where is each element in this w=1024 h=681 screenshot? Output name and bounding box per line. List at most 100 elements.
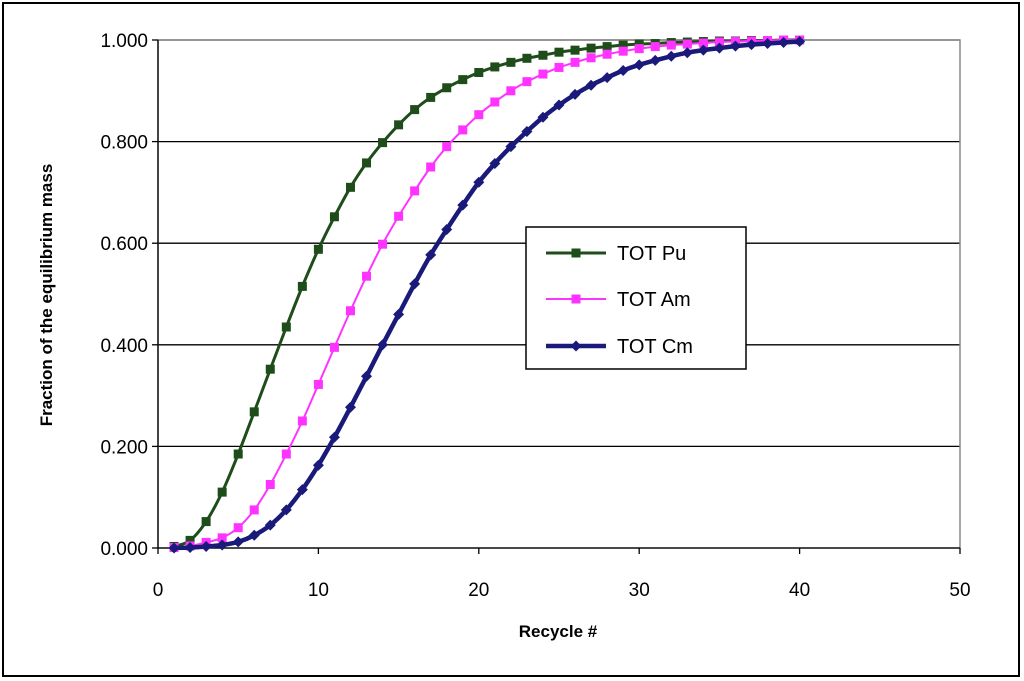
data-point bbox=[586, 43, 596, 53]
axes: 0.000 0.200 0.400 0.600 0.800 1.000 0 10 20 30 40 5… bbox=[100, 31, 970, 601]
data-point bbox=[248, 529, 260, 541]
data-point bbox=[329, 342, 339, 352]
series-line-tot-am bbox=[173, 38, 800, 549]
legend-item-tot-am: TOT Am bbox=[546, 289, 691, 311]
data-point bbox=[697, 44, 709, 56]
data-point bbox=[297, 281, 307, 291]
y-tick-label: 0.600 bbox=[100, 234, 148, 255]
data-point bbox=[362, 158, 372, 168]
data-point bbox=[217, 487, 227, 497]
y-tick-label: 0.800 bbox=[100, 133, 148, 154]
y-tick-label: 1.000 bbox=[100, 31, 148, 52]
series-tot-am bbox=[169, 35, 805, 552]
legend-item-tot-pu: TOT Pu bbox=[546, 243, 686, 265]
data-point bbox=[538, 69, 548, 79]
data-point bbox=[249, 407, 259, 417]
data-point bbox=[490, 62, 500, 72]
data-point bbox=[745, 39, 757, 51]
data-point bbox=[713, 42, 725, 54]
data-point bbox=[394, 211, 404, 221]
data-point bbox=[457, 199, 469, 211]
data-point bbox=[216, 539, 228, 551]
data-point bbox=[618, 40, 628, 50]
legend: TOT Pu TOT Am TOT Cm bbox=[525, 226, 747, 370]
data-point bbox=[778, 37, 790, 49]
y-axis-title: Fraction of the equilibrium mass bbox=[37, 164, 56, 427]
x-tick-label: 10 bbox=[308, 580, 329, 601]
data-point bbox=[458, 75, 468, 85]
y-tick-label: 0.000 bbox=[100, 539, 148, 560]
series-layer bbox=[168, 35, 806, 554]
legend-label: TOT Cm bbox=[617, 336, 693, 358]
data-point bbox=[554, 47, 564, 57]
data-point bbox=[474, 68, 484, 78]
data-point bbox=[168, 542, 180, 554]
data-point bbox=[602, 49, 612, 59]
x-tick-label: 0 bbox=[153, 580, 164, 601]
data-point bbox=[233, 523, 243, 533]
data-point bbox=[328, 431, 340, 443]
data-point bbox=[665, 50, 677, 62]
data-point bbox=[506, 86, 516, 96]
data-point bbox=[490, 97, 500, 107]
data-point bbox=[537, 111, 549, 123]
legend-marker bbox=[571, 294, 581, 304]
data-point bbox=[681, 47, 693, 59]
y-tick-label: 0.400 bbox=[100, 336, 148, 357]
data-point bbox=[553, 99, 565, 111]
data-point bbox=[410, 186, 420, 196]
series-line-tot-cm bbox=[173, 39, 800, 551]
data-point bbox=[362, 271, 372, 281]
data-point bbox=[634, 44, 644, 54]
data-point bbox=[473, 176, 485, 188]
data-point bbox=[344, 401, 356, 413]
x-tick-label: 30 bbox=[629, 580, 650, 601]
data-point bbox=[585, 79, 597, 91]
data-point bbox=[393, 308, 405, 320]
data-point bbox=[200, 540, 212, 552]
data-point bbox=[506, 57, 516, 67]
legend-marker bbox=[571, 248, 581, 258]
data-point bbox=[264, 519, 276, 531]
series-tot-cm bbox=[168, 36, 806, 554]
legend-marker bbox=[570, 340, 582, 352]
data-point bbox=[217, 533, 227, 543]
data-point bbox=[698, 38, 708, 48]
data-point bbox=[602, 42, 612, 52]
data-point bbox=[522, 77, 532, 87]
data-point bbox=[281, 322, 291, 332]
data-point bbox=[409, 278, 421, 290]
data-point bbox=[650, 42, 660, 52]
data-point bbox=[586, 53, 596, 63]
data-point bbox=[377, 339, 389, 351]
data-point bbox=[426, 92, 436, 102]
data-point bbox=[280, 504, 292, 516]
data-point bbox=[201, 517, 211, 527]
data-point bbox=[569, 88, 581, 100]
data-point bbox=[313, 379, 323, 389]
data-point bbox=[505, 141, 517, 153]
data-point bbox=[313, 244, 323, 254]
legend-item-tot-cm: TOT Cm bbox=[546, 336, 693, 358]
data-point bbox=[394, 120, 404, 130]
data-point bbox=[538, 50, 548, 60]
data-point bbox=[474, 110, 484, 120]
data-point bbox=[312, 459, 324, 471]
data-point bbox=[184, 541, 196, 553]
data-point bbox=[297, 416, 307, 426]
legend-label: TOT Pu bbox=[617, 243, 686, 265]
data-point bbox=[489, 157, 501, 169]
data-point bbox=[265, 480, 275, 489]
data-point bbox=[233, 449, 243, 459]
data-point bbox=[281, 449, 291, 459]
x-tick-label: 20 bbox=[468, 580, 489, 601]
data-point bbox=[345, 182, 355, 192]
data-point bbox=[618, 46, 628, 56]
x-tick-label: 40 bbox=[789, 580, 810, 601]
data-point bbox=[570, 45, 580, 55]
data-point bbox=[458, 125, 468, 135]
data-point bbox=[762, 38, 774, 50]
data-point bbox=[666, 40, 676, 50]
